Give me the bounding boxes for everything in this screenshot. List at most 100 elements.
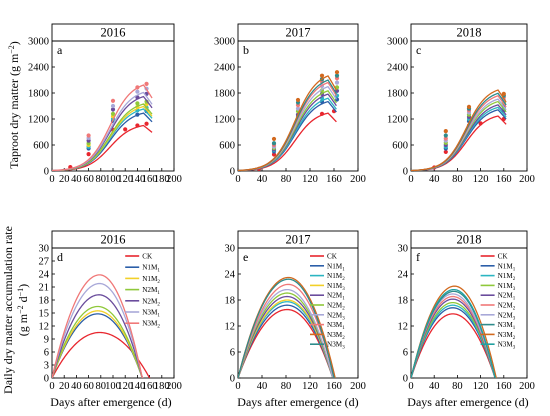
legend-item: N3M1 [125, 309, 160, 319]
series-group [411, 89, 507, 171]
legend-label: N3M1 [327, 321, 345, 331]
x-tick-label: 200 [350, 381, 366, 392]
series-line [52, 84, 153, 171]
legend-item: N1M1 [310, 262, 345, 272]
x-tick-label: 140 [130, 174, 146, 185]
x-tick-label: 160 [142, 381, 158, 392]
data-point [110, 98, 116, 103]
series-line [238, 292, 334, 378]
x-tick-label: 120 [117, 174, 133, 185]
x-tick-label: 160 [496, 381, 512, 392]
legend-label: N2M1 [142, 286, 160, 296]
legend-label: CK [498, 253, 509, 261]
x-tick-label: 200 [519, 381, 535, 392]
y-tick-label: 12 [225, 322, 236, 333]
data-point [135, 85, 140, 90]
legend-label: N3M2 [142, 320, 160, 330]
legend-label: N3M3 [498, 341, 516, 351]
series-group [52, 274, 151, 378]
series-line [52, 108, 153, 171]
legend-label: N1M2 [142, 275, 160, 285]
legend-item: N3M2 [125, 320, 160, 330]
legend-label: N2M2 [327, 302, 345, 312]
x-tick-label: 80 [96, 381, 107, 392]
x-tick-label: 160 [142, 174, 158, 185]
legend-label: N2M1 [327, 292, 345, 302]
data-point [466, 104, 472, 109]
y-tick-label: 12 [398, 322, 409, 333]
data-point [110, 103, 116, 109]
x-tick-label: 200 [166, 174, 182, 185]
panel-title: 2018 [457, 233, 482, 247]
y-tick-label: 3000 [214, 37, 235, 48]
legend-label: N1M2 [498, 272, 516, 282]
panel-title: 2018 [457, 26, 482, 40]
y-tick-label: 1200 [214, 115, 235, 126]
legend-label: N3M2 [498, 331, 516, 341]
data-point [110, 111, 116, 116]
x-tick-label: 0 [408, 174, 413, 185]
x-tick-label: 200 [350, 174, 366, 185]
legend-item: N3M3 [480, 341, 516, 351]
x-tick-label: 20 [59, 381, 70, 392]
series-line [411, 288, 497, 378]
series-line [238, 295, 334, 378]
y-tick-label: 27 [39, 257, 50, 268]
legend-label: N2M2 [142, 297, 160, 307]
y-tick-label: 1200 [28, 115, 49, 126]
legend-label: N2M3 [498, 311, 516, 321]
legend-label: CK [142, 253, 153, 261]
legend-label: N3M1 [498, 321, 516, 331]
y-tick-label: 3 [44, 361, 49, 372]
series-group [238, 70, 340, 171]
legend-item: N2M3 [310, 311, 345, 321]
y-tick-label: 2400 [214, 63, 235, 74]
panel-frame [410, 230, 528, 379]
series-line [411, 104, 507, 171]
legend-item: N2M1 [310, 292, 345, 302]
x-tick-label: 100 [105, 381, 121, 392]
series-line [52, 310, 144, 378]
data-point [86, 152, 91, 157]
x-tick-label: 160 [326, 381, 342, 392]
x-tick-label: 0 [235, 381, 240, 392]
series-line [238, 308, 334, 378]
x-tick-label: 40 [257, 174, 268, 185]
x-tick-label: 80 [281, 381, 292, 392]
data-point [110, 107, 116, 112]
x-tick-label: 20 [59, 174, 70, 185]
panel-b-2017: 2017 b 0 600 1200 1800 2400 3000 0 40 80 120 160 200 [214, 23, 366, 185]
x-tick-label: 60 [83, 381, 94, 392]
x-tick-label: 100 [105, 174, 121, 185]
legend-item: N3M1 [480, 321, 516, 331]
y-tick-label: 12 [39, 322, 50, 333]
y-tick-label: 0 [44, 167, 49, 178]
series-line [238, 75, 337, 171]
y-tick-label: 3000 [387, 37, 408, 48]
x-tick-label: 200 [519, 174, 535, 185]
y-tick-label: 600 [392, 141, 408, 152]
legend-item: N1M2 [310, 272, 345, 282]
legend-label: N1M1 [142, 264, 160, 274]
y-tick-label: 600 [219, 141, 235, 152]
y-tick-label: 1800 [387, 89, 408, 100]
x-tick-label: 120 [117, 381, 133, 392]
panel-title: 2016 [101, 233, 126, 247]
series-line [238, 288, 334, 378]
y-tick-label: 9 [44, 335, 49, 346]
panel-a-2016: 2016 a 0 600 1200 1800 2400 3000 0 20 40 60 80 100120… [28, 23, 182, 185]
y-tick-label: 1800 [214, 89, 235, 100]
y-tick-label: 0 [403, 374, 408, 385]
y-tick-label: 18 [39, 296, 50, 307]
y-tick-label: 18 [398, 296, 409, 307]
legend-label: CK [327, 253, 338, 261]
series-line [238, 97, 337, 171]
legend-item: N2M1 [125, 286, 160, 296]
x-axis-label-d: Days after emergence (d) [50, 395, 171, 409]
x-tick-label: 200 [166, 381, 182, 392]
legend-label: N1M1 [327, 262, 345, 272]
